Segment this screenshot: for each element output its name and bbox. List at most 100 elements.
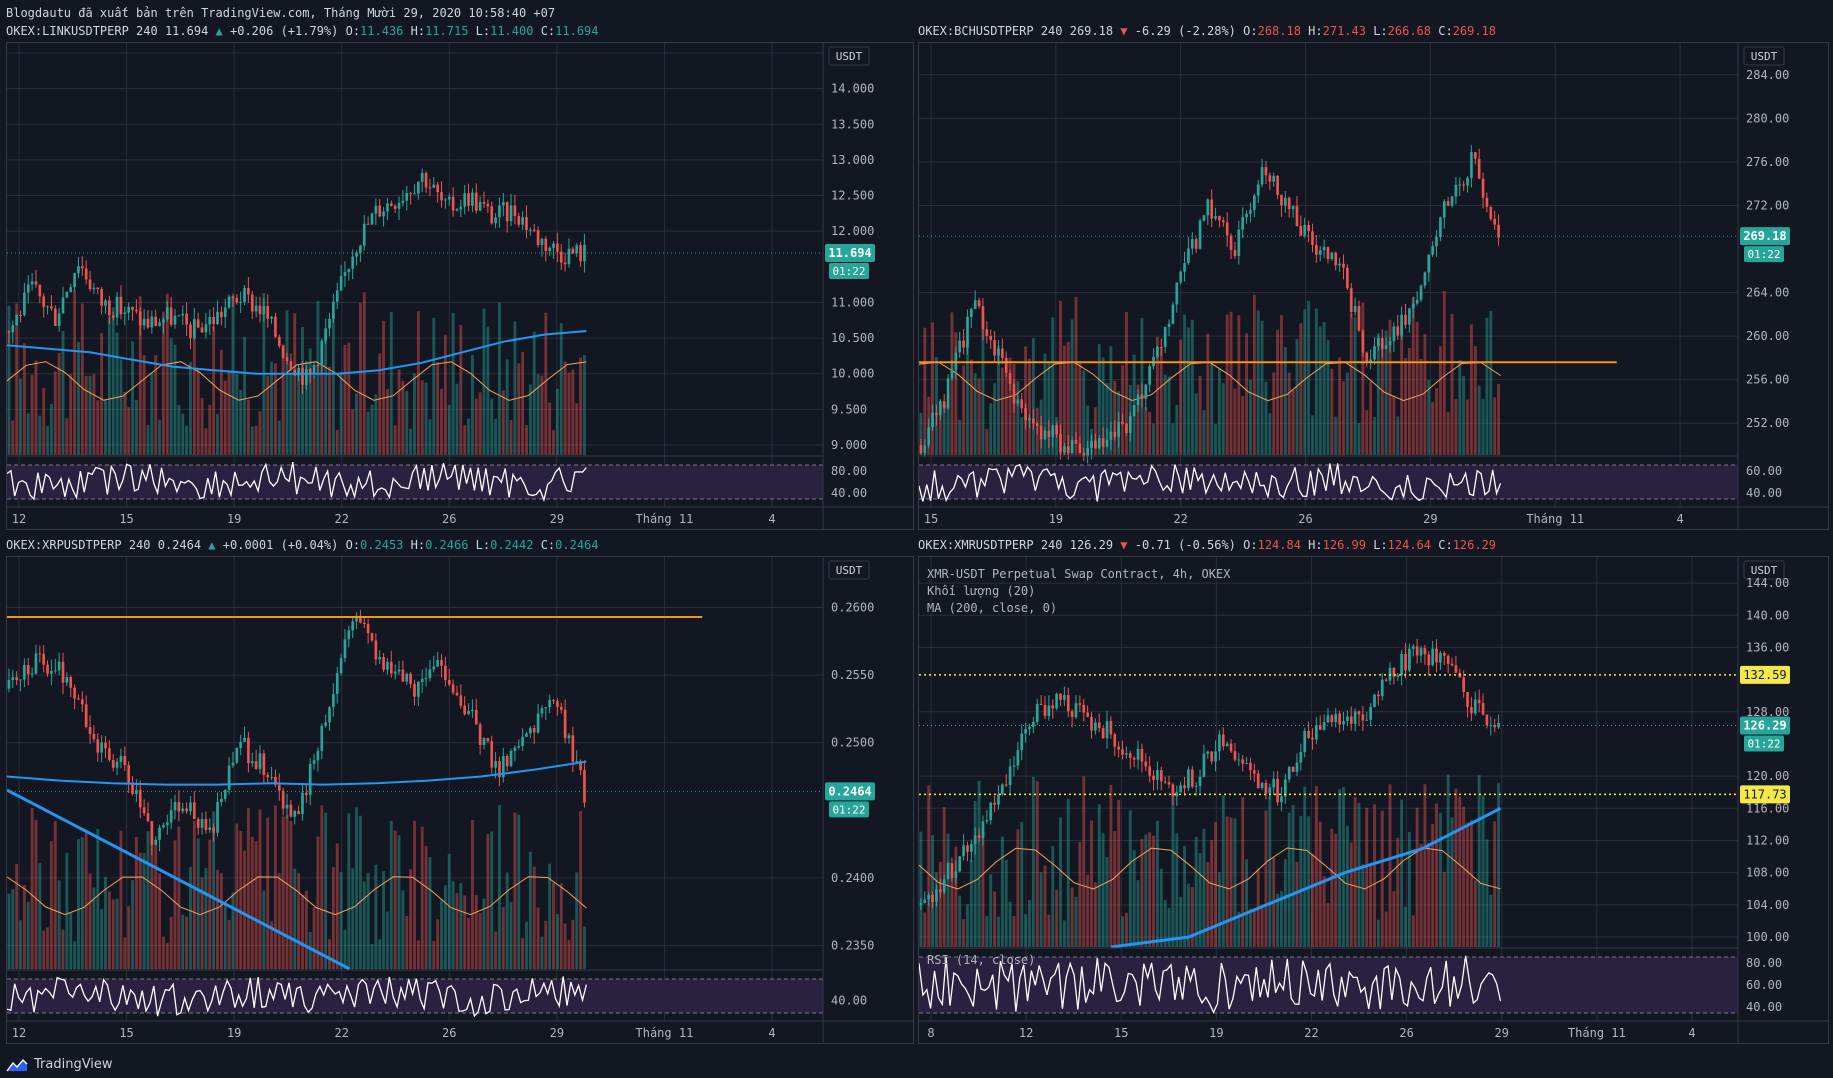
price-tick-label: 108.00 <box>1746 866 1789 880</box>
candle-body <box>436 184 439 193</box>
candle-body <box>428 187 432 189</box>
price-tick-label: 12.500 <box>831 189 874 203</box>
candle-body <box>34 653 38 674</box>
legend-bch: OKEX:BCHUSDTPERP 240 269.18 ▼ -6.29 (-2.… <box>918 24 1496 38</box>
candle-body <box>50 671 53 674</box>
volume-bar <box>347 342 351 455</box>
volume-bar <box>1466 822 1469 947</box>
candle-body <box>1039 703 1043 706</box>
candle-body <box>389 661 393 674</box>
volume-bar <box>1210 363 1214 455</box>
volume-bar <box>351 409 355 455</box>
legend-interval: 240 <box>1033 538 1070 552</box>
volume-bar <box>204 867 208 969</box>
volume-bar <box>1008 357 1012 455</box>
candle-body <box>1435 237 1438 247</box>
volume-bar <box>1357 423 1361 455</box>
volume-bar <box>1167 907 1171 947</box>
volume-bar <box>498 302 501 455</box>
time-tick-label: 26 <box>442 512 456 526</box>
volume-bar <box>1264 810 1268 947</box>
volume-bar <box>505 872 509 969</box>
volume-bar <box>1477 385 1481 455</box>
candle-body <box>216 802 219 833</box>
candle-body <box>7 679 11 689</box>
last-price-value: 126.29 <box>1743 719 1786 733</box>
candle-body <box>1346 267 1349 289</box>
candle-body <box>231 762 235 766</box>
legend-close: 126.29 <box>1452 538 1497 552</box>
chart-pane-link[interactable]: 12 15 19 22 26 29 Tháng 11 4 USDT 14.000 13.500 13.… <box>6 42 914 530</box>
candle-body <box>401 669 405 682</box>
candle-body <box>1489 206 1493 219</box>
candle-body <box>208 827 212 831</box>
candle-body <box>92 734 96 740</box>
tradingview-brand[interactable]: TradingView <box>6 1057 113 1072</box>
candle-body <box>192 319 196 338</box>
volume-bar <box>38 863 42 969</box>
candle-body <box>328 707 331 723</box>
legend-open: 124.84 <box>1257 538 1309 552</box>
candle-body <box>1117 421 1120 437</box>
rsi-tick-label: 80.00 <box>831 464 867 478</box>
candle-body <box>1396 675 1400 677</box>
chart-pane-bch[interactable]: 15 19 22 26 29 Tháng 11 4 USDT 284.00 280.00 276.0… <box>918 42 1829 530</box>
volume-bar <box>270 921 274 969</box>
volume-bar <box>997 916 1000 947</box>
volume-bar <box>455 383 459 455</box>
volume-bar <box>1078 361 1082 455</box>
volume-bar <box>34 360 38 455</box>
candle-body <box>46 664 49 674</box>
volume-bar <box>1229 311 1233 455</box>
legend-symbol: OKEX:BCHUSDTPERP <box>918 24 1034 38</box>
volume-bar <box>567 939 571 969</box>
chart-pane-xmr[interactable]: 8 12 15 19 22 26 29 Tháng 11 4 USDT 144.00 140.00 13… <box>918 556 1829 1044</box>
volume-bar <box>111 307 115 455</box>
candle-body <box>84 704 88 728</box>
candle-body <box>1481 178 1485 198</box>
volume-bar <box>432 940 436 969</box>
volume-bar <box>1074 297 1078 455</box>
candle-body <box>208 316 212 325</box>
candle-body <box>536 230 540 246</box>
volume-bar <box>328 366 331 455</box>
volume-bar <box>579 811 582 969</box>
volume-bar <box>416 940 420 969</box>
candle-body <box>231 296 235 299</box>
volume-bar <box>1287 372 1291 455</box>
volume-bar <box>1028 358 1031 455</box>
countdown-badge <box>829 801 869 818</box>
volume-bar <box>1314 786 1318 947</box>
candle-body <box>1066 446 1070 454</box>
candle-body <box>150 821 154 845</box>
candle-body <box>308 763 312 795</box>
price-tick-label: 10.500 <box>831 331 874 345</box>
candle-body <box>1109 721 1113 735</box>
candle-body <box>486 203 490 207</box>
volume-bar <box>474 398 478 455</box>
volume-bar <box>582 355 586 455</box>
volume-bar <box>150 831 154 969</box>
volume-bar <box>65 852 69 969</box>
volume-bar <box>1121 365 1124 455</box>
volume-bar <box>420 380 424 455</box>
candle-body <box>1094 722 1097 731</box>
candle-body <box>150 316 154 328</box>
chart-pane-xrp[interactable]: 12 15 19 22 26 29 Tháng 11 4 USDT 0.2600 0.2550 0.2… <box>6 556 914 1044</box>
candle-body <box>962 845 965 857</box>
candle-body <box>270 316 273 319</box>
candle-body <box>1221 734 1225 747</box>
volume-bar <box>277 873 281 969</box>
candle-body <box>370 213 374 225</box>
candle-body <box>1086 448 1089 457</box>
volume-bar <box>1469 324 1473 455</box>
volume-bar <box>1043 865 1047 947</box>
candle-body <box>270 776 273 778</box>
volume-bar <box>525 425 528 455</box>
candle-body <box>1470 707 1473 714</box>
candle-body <box>1020 733 1024 751</box>
volume-bar <box>49 841 53 969</box>
volume-bar <box>1171 790 1175 947</box>
legend-high: 11.715 <box>425 24 476 38</box>
